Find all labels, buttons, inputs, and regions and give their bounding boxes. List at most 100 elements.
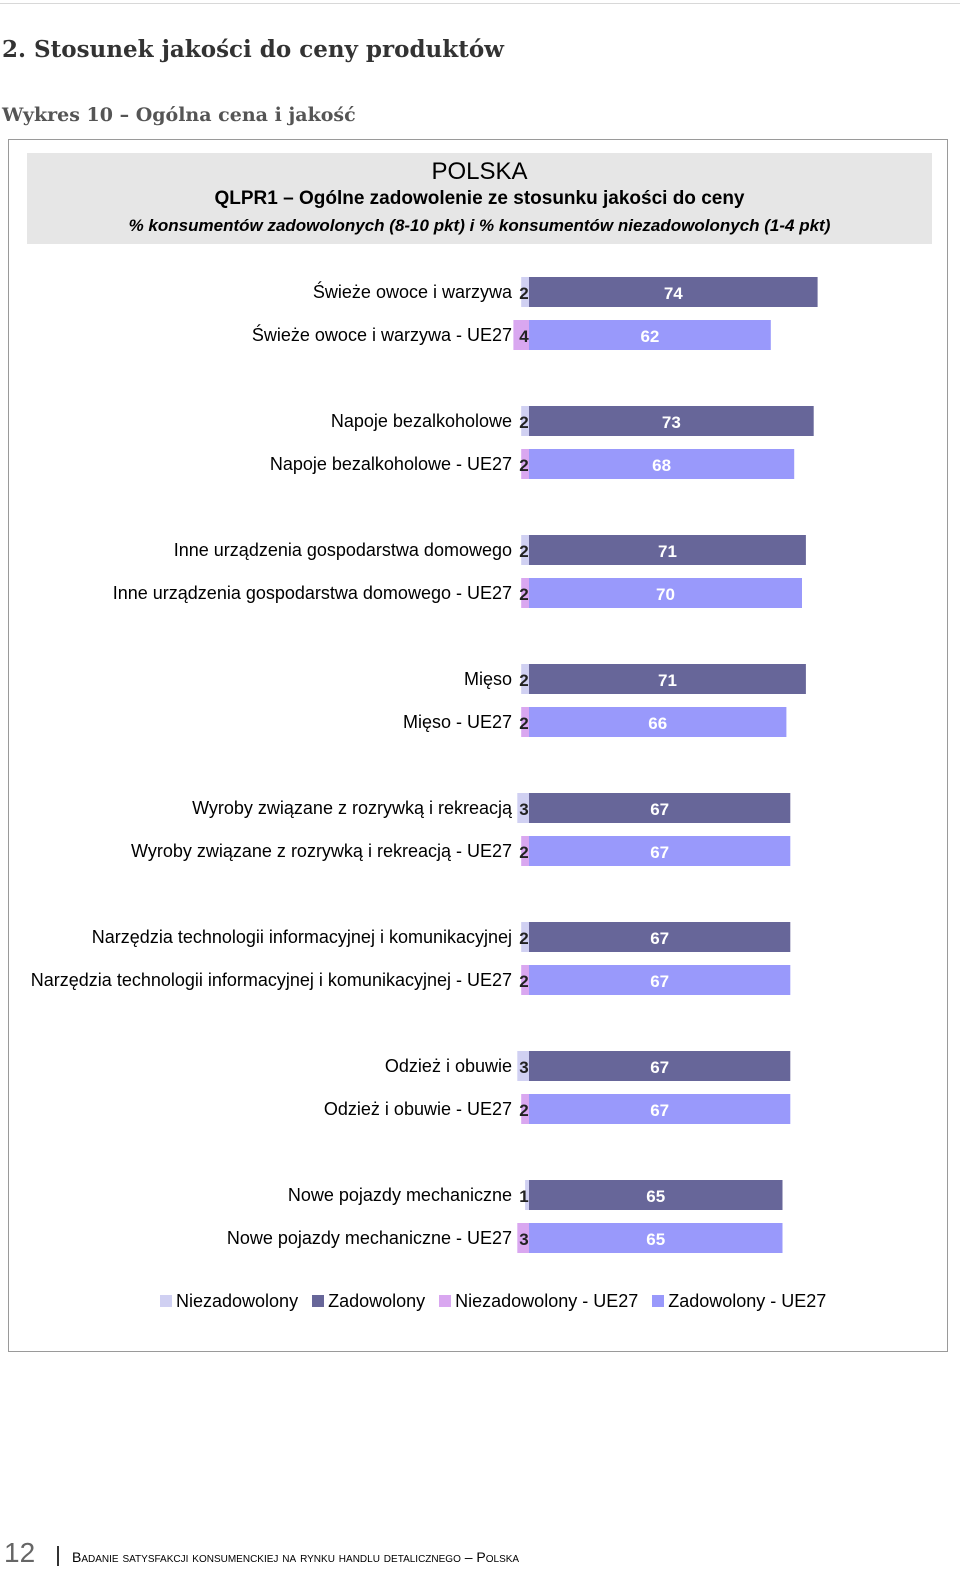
bar-niezadowolony-ue27 bbox=[517, 1223, 529, 1253]
category-label: Świeże owoce i warzywa bbox=[313, 281, 513, 302]
value-label-niezadowolony: 2 bbox=[519, 714, 528, 733]
chart-title-box: POLSKA QLPR1 – Ogólne zadowolenie ze sto… bbox=[27, 153, 932, 244]
legend-label-niezadowolony-ue27: Niezadowolony - UE27 bbox=[455, 1290, 639, 1311]
value-label-zadowolony: 67 bbox=[650, 1101, 669, 1120]
section-title: 2. Stosunek jakości do ceny produktów bbox=[2, 36, 504, 63]
value-label-niezadowolony: 2 bbox=[519, 585, 528, 604]
value-label-zadowolony: 67 bbox=[650, 1058, 669, 1077]
top-rule bbox=[0, 3, 960, 4]
category-label: Odzież i obuwie bbox=[385, 1056, 512, 1076]
bar-zadowolony-ue27 bbox=[529, 1223, 783, 1253]
chart-frame bbox=[8, 139, 948, 1352]
bar-niezadowolony-ue27 bbox=[521, 1094, 529, 1124]
legend-item-niezadowolony: Niezadowolony bbox=[160, 1291, 298, 1312]
value-label-niezadowolony: 2 bbox=[519, 542, 528, 561]
value-label-zadowolony: 67 bbox=[650, 800, 669, 819]
category-label: Narzędzia technologii informacyjnej i ko… bbox=[31, 970, 512, 990]
category-label: Świeże owoce i warzywa - UE27 bbox=[252, 324, 512, 345]
category-label: Inne urządzenia gospodarstwa domowego - … bbox=[113, 583, 512, 603]
value-label-niezadowolony: 2 bbox=[519, 284, 528, 303]
value-label-niezadowolony: 2 bbox=[519, 929, 528, 948]
value-label-niezadowolony: 2 bbox=[519, 671, 528, 690]
footer-divider bbox=[57, 1546, 59, 1566]
bar-niezadowolony bbox=[521, 277, 529, 307]
legend-swatch-zadowolony bbox=[312, 1295, 325, 1307]
category-label: Narzędzia technologii informacyjnej i ko… bbox=[92, 927, 512, 947]
category-label: Napoje bezalkoholowe - UE27 bbox=[270, 454, 512, 474]
category-label: Mięso - UE27 bbox=[403, 712, 512, 732]
bar-niezadowolony bbox=[521, 535, 529, 565]
legend-label-zadowolony: Zadowolony bbox=[328, 1290, 426, 1311]
value-label-niezadowolony: 4 bbox=[519, 327, 529, 346]
bar-chart: Świeże owoce i warzywa 2 74 Świeże owoce i … bbox=[31, 277, 818, 1253]
bar-zadowolony bbox=[529, 793, 791, 823]
value-label-niezadowolony: 2 bbox=[519, 843, 528, 862]
value-label-zadowolony: 67 bbox=[650, 929, 669, 948]
legend-label-niezadowolony: Niezadowolony bbox=[176, 1290, 299, 1311]
legend-item-niezadowolony-ue27: Niezadowolony - UE27 bbox=[439, 1291, 638, 1312]
bar-zadowolony bbox=[529, 1051, 791, 1081]
legend-label-zadowolony-ue27: Zadowolony - UE27 bbox=[668, 1290, 827, 1311]
value-label-niezadowolony: 2 bbox=[519, 1101, 528, 1120]
footer-text: Badanie satysfakcji konsumenckiej na ryn… bbox=[72, 1549, 520, 1565]
value-label-zadowolony: 67 bbox=[650, 843, 669, 862]
value-label-niezadowolony: 2 bbox=[519, 456, 528, 475]
value-label-zadowolony: 73 bbox=[662, 413, 681, 432]
bar-niezadowolony bbox=[517, 793, 529, 823]
value-label-zadowolony: 71 bbox=[658, 542, 677, 561]
value-label-zadowolony: 70 bbox=[656, 585, 675, 604]
value-label-niezadowolony: 3 bbox=[519, 1230, 528, 1249]
value-label-zadowolony: 62 bbox=[640, 327, 659, 346]
value-label-zadowolony: 74 bbox=[664, 284, 683, 303]
bar-niezadowolony bbox=[521, 664, 529, 694]
value-label-niezadowolony: 2 bbox=[519, 413, 528, 432]
value-label-niezadowolony: 3 bbox=[519, 1058, 528, 1077]
chart-caption: Wykres 10 – Ogólna cena i jakość bbox=[2, 104, 356, 126]
bar-zadowolony-ue27 bbox=[529, 320, 771, 350]
category-label: Wyroby związane z rozrywką i rekreacją -… bbox=[131, 841, 512, 861]
value-label-niezadowolony: 1 bbox=[519, 1187, 528, 1206]
bar-zadowolony bbox=[529, 406, 814, 436]
chart-title: POLSKA bbox=[431, 158, 528, 185]
bar-zadowolony bbox=[529, 664, 806, 694]
bar-niezadowolony-ue27 bbox=[521, 707, 529, 737]
value-label-zadowolony: 67 bbox=[650, 972, 669, 991]
value-label-zadowolony: 66 bbox=[648, 714, 667, 733]
bar-zadowolony-ue27 bbox=[529, 449, 795, 479]
legend-item-zadowolony-ue27: Zadowolony - UE27 bbox=[652, 1291, 826, 1312]
bar-niezadowolony-ue27 bbox=[521, 965, 529, 995]
bar-zadowolony-ue27 bbox=[529, 1094, 791, 1124]
bar-niezadowolony bbox=[521, 922, 529, 952]
category-label: Odzież i obuwie - UE27 bbox=[324, 1099, 512, 1119]
bar-niezadowolony bbox=[521, 406, 529, 436]
category-label: Inne urządzenia gospodarstwa domowego bbox=[174, 540, 512, 560]
bar-zadowolony-ue27 bbox=[529, 965, 791, 995]
category-label: Napoje bezalkoholowe bbox=[331, 411, 512, 431]
bar-niezadowolony bbox=[517, 1051, 529, 1081]
bar-zadowolony bbox=[529, 1180, 783, 1210]
value-label-zadowolony: 65 bbox=[646, 1230, 665, 1249]
chart-subtitle-measure: % konsumentów zadowolonych (8-10 pkt) i … bbox=[128, 216, 831, 235]
bar-zadowolony bbox=[529, 277, 818, 307]
category-label: Nowe pojazdy mechaniczne - UE27 bbox=[227, 1228, 512, 1248]
bar-niezadowolony-ue27 bbox=[521, 836, 529, 866]
value-label-zadowolony: 65 bbox=[646, 1187, 665, 1206]
legend-item-zadowolony: Zadowolony bbox=[312, 1291, 425, 1312]
legend-swatch-niezadowolony-ue27 bbox=[439, 1295, 452, 1307]
bar-zadowolony-ue27 bbox=[529, 578, 802, 608]
value-label-niezadowolony: 2 bbox=[519, 972, 528, 991]
value-label-zadowolony: 68 bbox=[652, 456, 671, 475]
category-label: Mięso bbox=[464, 669, 512, 689]
category-label: Wyroby związane z rozrywką i rekreacją bbox=[192, 798, 513, 818]
footer-page-number: 12 bbox=[4, 1537, 36, 1568]
legend-swatch-niezadowolony bbox=[160, 1295, 172, 1307]
value-label-zadowolony: 71 bbox=[658, 671, 677, 690]
bar-zadowolony-ue27 bbox=[529, 707, 787, 737]
category-label: Nowe pojazdy mechaniczne bbox=[288, 1185, 512, 1205]
bar-zadowolony bbox=[529, 922, 791, 952]
bar-zadowolony bbox=[529, 535, 806, 565]
value-label-niezadowolony: 3 bbox=[519, 800, 528, 819]
chart-subtitle: QLPR1 – Ogólne zadowolenie ze stosunku j… bbox=[214, 188, 745, 209]
bar-niezadowolony-ue27 bbox=[521, 449, 529, 479]
chart-legend: Niezadowolony Zadowolony Niezadowolony -… bbox=[160, 1290, 840, 1312]
